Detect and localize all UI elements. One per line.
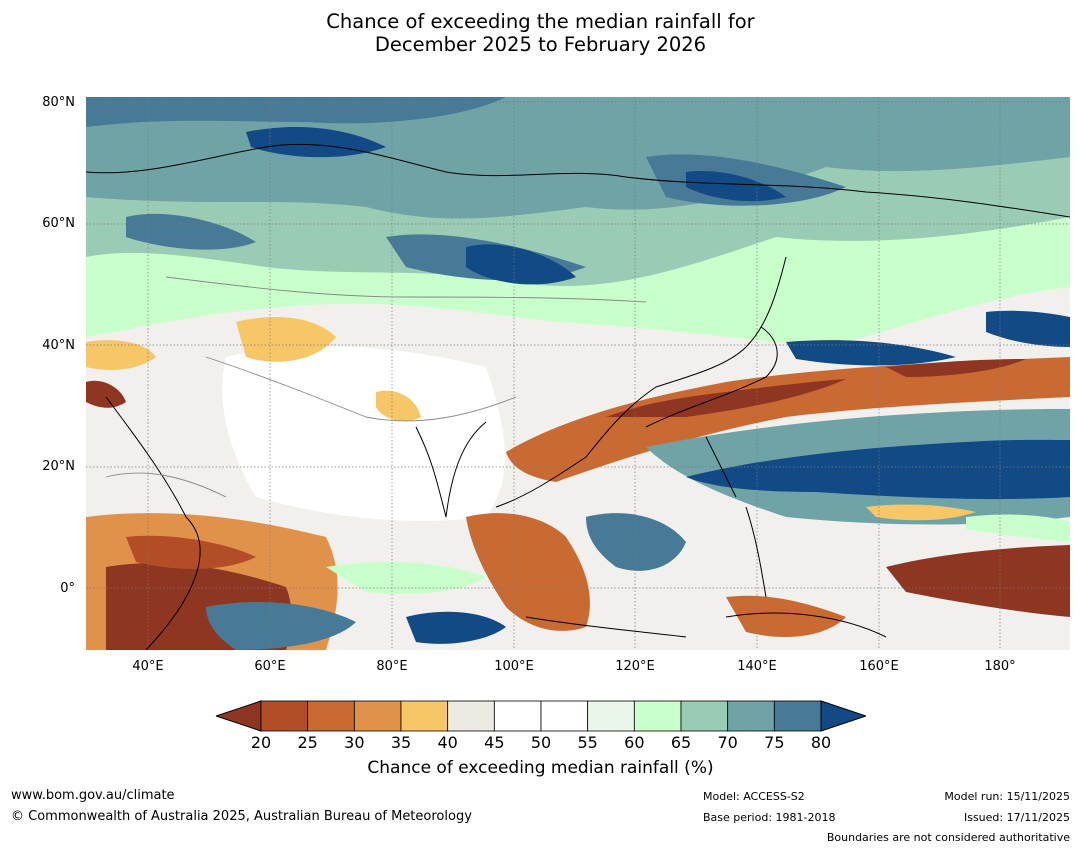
colorbar-tick-label: 20	[250, 733, 272, 752]
colorbar-tick-label: 80	[810, 733, 832, 752]
rainfall-probability-map	[86, 97, 1070, 650]
lon-label-60e: 60°E	[254, 659, 286, 674]
colorbar-tick-label: 45	[484, 733, 505, 752]
india-white-region	[222, 346, 505, 521]
colorbar-swatch	[773, 700, 822, 732]
colorbar-swatches	[214, 700, 868, 732]
footer-base-period: Base period: 1981-2018	[703, 811, 836, 824]
lat-label-20n: 20°N	[42, 459, 75, 474]
pacific-east-light-dry	[866, 504, 976, 521]
colorbar-title: Chance of exceeding median rainfall (%)	[367, 758, 714, 778]
colorbar-swatch	[447, 700, 495, 732]
lat-label-60n: 60°N	[42, 216, 75, 231]
colorbar-swatch	[493, 700, 542, 732]
footer-disclaimer: Boundaries are not considered authoritat…	[826, 831, 1070, 844]
colorbar-swatch	[540, 700, 589, 732]
lon-label-120e: 120°E	[615, 659, 655, 674]
lon-label-80e: 80°E	[376, 659, 408, 674]
maritime-wet	[206, 513, 686, 650]
maritime-dry	[466, 513, 846, 637]
footer-copyright: © Commonwealth of Australia 2025, Austra…	[11, 809, 472, 824]
colorbar-tick-label: 30	[344, 733, 365, 752]
north-mid-blue-band	[86, 97, 1070, 219]
footer-model-run: Model run: 15/11/2025	[944, 790, 1070, 803]
lon-label-40e: 40°E	[132, 659, 164, 674]
lat-label-80n: 80°N	[42, 95, 75, 110]
footer-model: Model: ACCESS-S2	[703, 790, 805, 803]
colorbar-tick-label: 35	[390, 733, 412, 752]
colorbar	[214, 700, 868, 732]
subtropical-dry-dark	[606, 359, 1026, 417]
lat-label-40n: 40°N	[42, 338, 75, 353]
graticule	[86, 97, 1070, 650]
colorbar-tick-label: 55	[577, 733, 598, 752]
colorbar-swatch	[633, 700, 682, 732]
lon-label-100e: 100°E	[494, 659, 534, 674]
africa-dry-dark	[86, 380, 292, 650]
lon-label-180: 180°	[984, 659, 1016, 674]
pacific-east-dry	[886, 545, 1070, 617]
colorbar-swatch	[680, 700, 729, 732]
colorbar-tick-label: 25	[297, 733, 318, 752]
footer-issued: Issued: 17/11/2025	[963, 811, 1070, 824]
north-dark-blue-patches	[246, 127, 786, 285]
lat-label-0: 0°	[60, 581, 75, 596]
coastlines	[86, 143, 1070, 650]
colorbar-swatch	[307, 700, 355, 732]
central-asia-orange	[86, 317, 421, 422]
colorbar-swatch	[727, 700, 775, 732]
title-line-2: December 2025 to February 2026	[374, 33, 707, 56]
equatorial-light-green	[326, 514, 1070, 594]
country-borders	[105, 276, 647, 498]
africa-dry-mid	[126, 535, 256, 569]
lon-label-140e: 140°E	[737, 659, 777, 674]
colorbar-swatch	[353, 700, 402, 732]
footer-url: www.bom.gov.au/climate	[11, 788, 175, 803]
chart-title: Chance of exceeding the median rainfall …	[0, 10, 1081, 56]
pacific-wet-dark-blue	[686, 310, 1070, 500]
colorbar-tick-label: 70	[717, 733, 738, 752]
subtropical-dry-orange	[506, 357, 1070, 482]
colorbar-tick-label: 60	[624, 733, 645, 752]
colorbar-tick-label: 65	[670, 733, 692, 752]
colorbar-arrow-low	[214, 700, 262, 732]
title-line-1: Chance of exceeding the median rainfall …	[326, 10, 755, 33]
map-canvas	[86, 97, 1070, 650]
colorbar-tick-label: 40	[437, 733, 458, 752]
colorbar-swatch	[260, 700, 309, 732]
colorbar-swatch	[587, 700, 635, 732]
indian-ocean-wet	[406, 611, 506, 644]
colorbar-tick-label: 50	[530, 733, 552, 752]
colorbar-tick-label: 75	[764, 733, 785, 752]
colorbar-swatch	[400, 700, 449, 732]
lon-label-160e: 160°E	[859, 659, 899, 674]
colorbar-arrow-high	[820, 700, 868, 732]
